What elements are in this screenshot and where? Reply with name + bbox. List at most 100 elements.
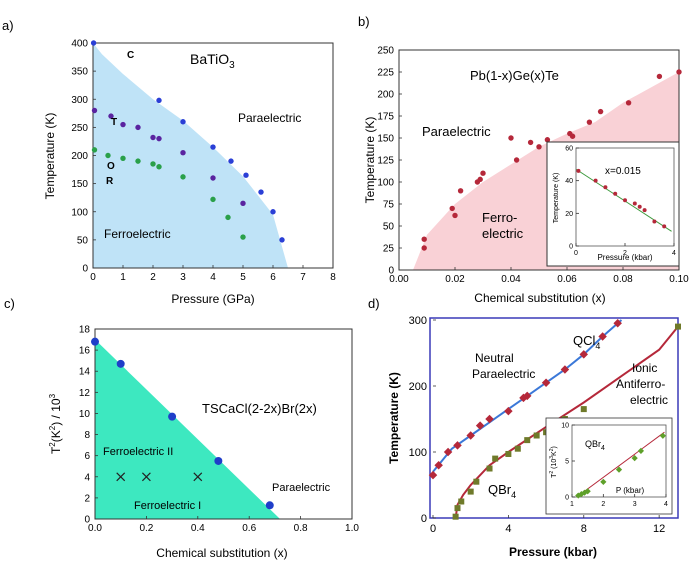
- panel-b-title: Pb(1-x)Ge(x)Te: [470, 68, 559, 83]
- y-tick-label: 0: [82, 264, 88, 275]
- data-point: [560, 365, 570, 374]
- data-point: [240, 200, 246, 207]
- data-point: [467, 488, 474, 495]
- data-point: [210, 144, 216, 150]
- data-point: [180, 174, 186, 180]
- data-point: [150, 161, 156, 167]
- x-tick-label: 12: [653, 523, 665, 535]
- y-tick-label: 60: [565, 145, 573, 152]
- x-tick-label: 0.4: [191, 523, 205, 534]
- x-tick-label: 4: [210, 272, 216, 283]
- y-tick-label: 100: [377, 178, 394, 189]
- data-point: [480, 170, 486, 176]
- data-point: [91, 147, 98, 153]
- y-tick-label: 150: [377, 134, 394, 145]
- inset-background: [546, 141, 680, 267]
- x-tick-label: 0.10: [669, 274, 689, 285]
- paraelectric-label: Paraelectric: [272, 482, 331, 494]
- x-tick-label: 0.0: [88, 523, 102, 534]
- inset-background: [545, 417, 673, 515]
- x-tick-label: 0: [430, 523, 436, 535]
- inset-x-label: P (kbar): [616, 486, 645, 495]
- y-axis-label: Temperature (K): [43, 113, 57, 200]
- y-tick-label: 0: [421, 513, 427, 525]
- ferroelectric-ii-label: Ferroelectric II: [103, 446, 173, 458]
- electric-label: electric: [630, 393, 668, 407]
- y-tick-label: 40: [565, 178, 573, 185]
- y-tick-label: 0: [84, 515, 90, 526]
- inset-plot: 1 2 3 4 0 5 10 QBr4 P (kbar) T2 (103K2): [545, 417, 673, 515]
- data-point: [168, 412, 177, 421]
- y-tick-label: 50: [383, 222, 395, 233]
- y-tick-label: 100: [409, 447, 427, 459]
- paraelectric-label: Paraelectric: [472, 367, 535, 381]
- data-point: [541, 378, 551, 387]
- data-point: [180, 149, 186, 156]
- data-point: [522, 391, 532, 401]
- data-point: [473, 478, 480, 485]
- data-point: [228, 158, 234, 164]
- x-tick-label: 4: [505, 523, 511, 535]
- data-point: [243, 172, 249, 178]
- y-tick-label: 4: [84, 472, 90, 483]
- panel-d-tag: d): [368, 296, 380, 311]
- x-tick-label: 0.02: [445, 274, 465, 285]
- ferroelectric-region: [95, 339, 281, 519]
- x-tick-label: 7: [300, 272, 306, 283]
- x-tick-label: 8: [330, 272, 336, 283]
- antiferro-label: Antiferro-: [616, 377, 665, 391]
- data-point: [120, 155, 126, 162]
- data-point: [527, 139, 534, 146]
- y-tick-label: 175: [377, 112, 394, 123]
- data-point: [135, 158, 141, 164]
- data-point: [466, 431, 475, 440]
- y-tick-label: 250: [377, 46, 394, 57]
- x-tick-label: 5: [240, 272, 246, 283]
- data-point: [150, 134, 156, 141]
- data-point: [477, 176, 483, 183]
- x-tick-label: 4: [664, 501, 668, 508]
- x-tick-label: 0.04: [501, 274, 521, 285]
- qbr4-label: QBr4: [488, 482, 516, 500]
- x-axis-label: Chemical substitution (x): [474, 291, 605, 305]
- data-point: [225, 214, 231, 221]
- y-tick-label: 5: [565, 458, 569, 465]
- x-axis-label: Pressure (kbar): [509, 545, 597, 559]
- inset-data-point: [637, 204, 642, 209]
- x-tick-label: 0.6: [242, 523, 256, 534]
- data-point: [90, 40, 97, 46]
- x-tick-label: 2: [601, 501, 605, 508]
- y-tick-label: 250: [71, 123, 88, 134]
- ferro-label: Ferro-: [482, 210, 517, 225]
- data-point: [279, 237, 285, 243]
- y-tick-label: 200: [71, 151, 88, 162]
- cross-marker: [193, 472, 203, 482]
- data-point: [544, 137, 551, 143]
- y-tick-label: 200: [377, 90, 394, 101]
- x-tick-label: 0.8: [294, 523, 308, 534]
- inset-data-point: [613, 191, 618, 196]
- panel-a-title: BaTiO3: [190, 51, 235, 71]
- y-tick-label: 0: [569, 243, 573, 250]
- y-axis-label: Temperature (K): [387, 372, 401, 464]
- ferroelectric-i-label: Ferroelectric I: [134, 500, 201, 512]
- y-tick-label: 75: [383, 200, 395, 211]
- y-tick-label: 0: [565, 494, 569, 501]
- plot-frame: [429, 317, 679, 519]
- x-tick-label: 0: [90, 272, 96, 283]
- inset-data-point: [576, 168, 581, 173]
- data-point: [180, 119, 186, 125]
- inset-data-point: [632, 201, 637, 206]
- y-tick-label: 10: [79, 409, 91, 420]
- data-point: [457, 188, 464, 194]
- data-point: [116, 359, 125, 368]
- inset-x-label: Pressure (kbar): [597, 253, 652, 262]
- data-point: [508, 135, 514, 141]
- y-axis-label: Temperature (K): [363, 117, 377, 204]
- data-point: [533, 432, 540, 439]
- ionic-label: Ionic: [632, 361, 657, 375]
- y-tick-label: 2: [84, 493, 90, 504]
- data-point: [443, 447, 453, 457]
- x-tick-label: 2: [623, 250, 627, 257]
